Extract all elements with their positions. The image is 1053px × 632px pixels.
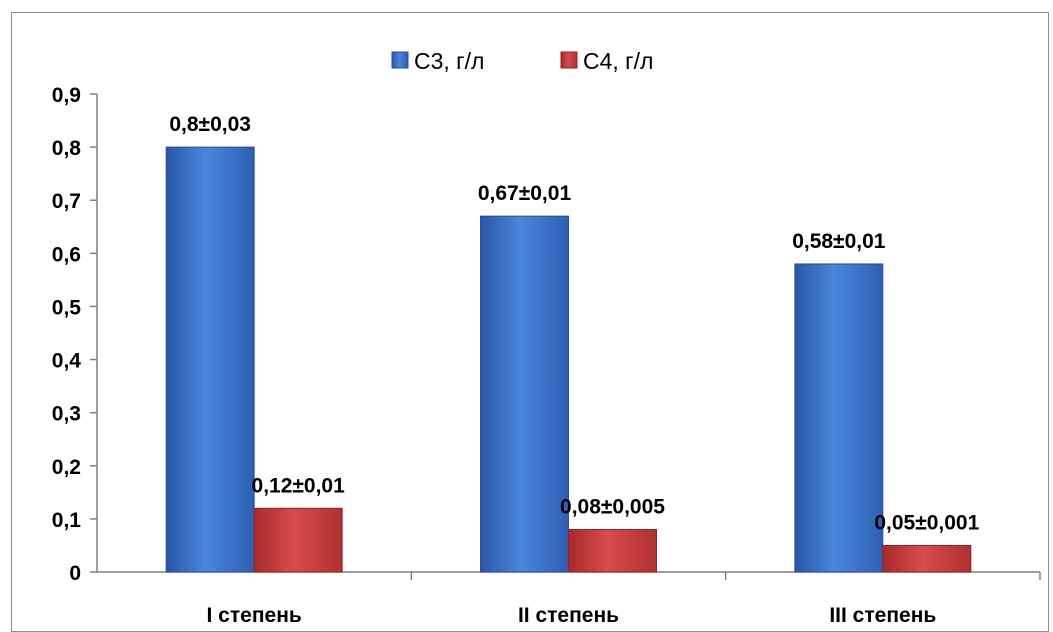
y-tick-label: 0,8: [52, 137, 82, 160]
data-label: 0,58±0,01: [792, 230, 886, 253]
y-tick-label: 0,5: [52, 296, 82, 319]
data-label: 0,05±0,001: [874, 511, 979, 534]
x-tick-label: II степень: [518, 604, 619, 627]
data-labels: 0,8±0,03 0,67±0,01 0,58±0,01 0,12±0,01 0,08±…: [169, 113, 979, 534]
y-tick-label: 0,9: [52, 84, 81, 107]
y-tick-label: 0: [69, 562, 81, 585]
x-tick-label: III степень: [829, 604, 936, 627]
data-label: 0,67±0,01: [478, 182, 572, 205]
bar-c4-1: [253, 507, 343, 573]
bar-c4-2: [568, 529, 657, 573]
data-label: 0,12±0,01: [252, 474, 346, 497]
y-tick-label: 0,2: [52, 456, 81, 479]
y-tick-label: 0,3: [52, 403, 81, 426]
bar-c3-3: [794, 263, 884, 573]
data-label: 0,8±0,03: [169, 113, 251, 136]
y-tick-label: 0,1: [52, 509, 82, 532]
y-tick-label: 0,7: [52, 190, 81, 213]
legend-swatch: [391, 51, 409, 69]
y-tick-label: 0,4: [52, 350, 82, 373]
bar-c4-3: [882, 544, 972, 573]
data-label: 0,08±0,005: [560, 496, 665, 519]
x-tick-label: I степень: [207, 604, 302, 627]
y-tick-label: 0,6: [52, 243, 81, 266]
bars: [165, 146, 972, 573]
legend-swatch: [560, 51, 578, 69]
legend-label: С4, г/л: [583, 48, 653, 74]
bar-c3-1: [165, 146, 255, 573]
legend-label: С3, г/л: [414, 48, 484, 74]
bar-c3-2: [480, 215, 569, 573]
legend: С3, г/л С4, г/л: [391, 48, 653, 74]
